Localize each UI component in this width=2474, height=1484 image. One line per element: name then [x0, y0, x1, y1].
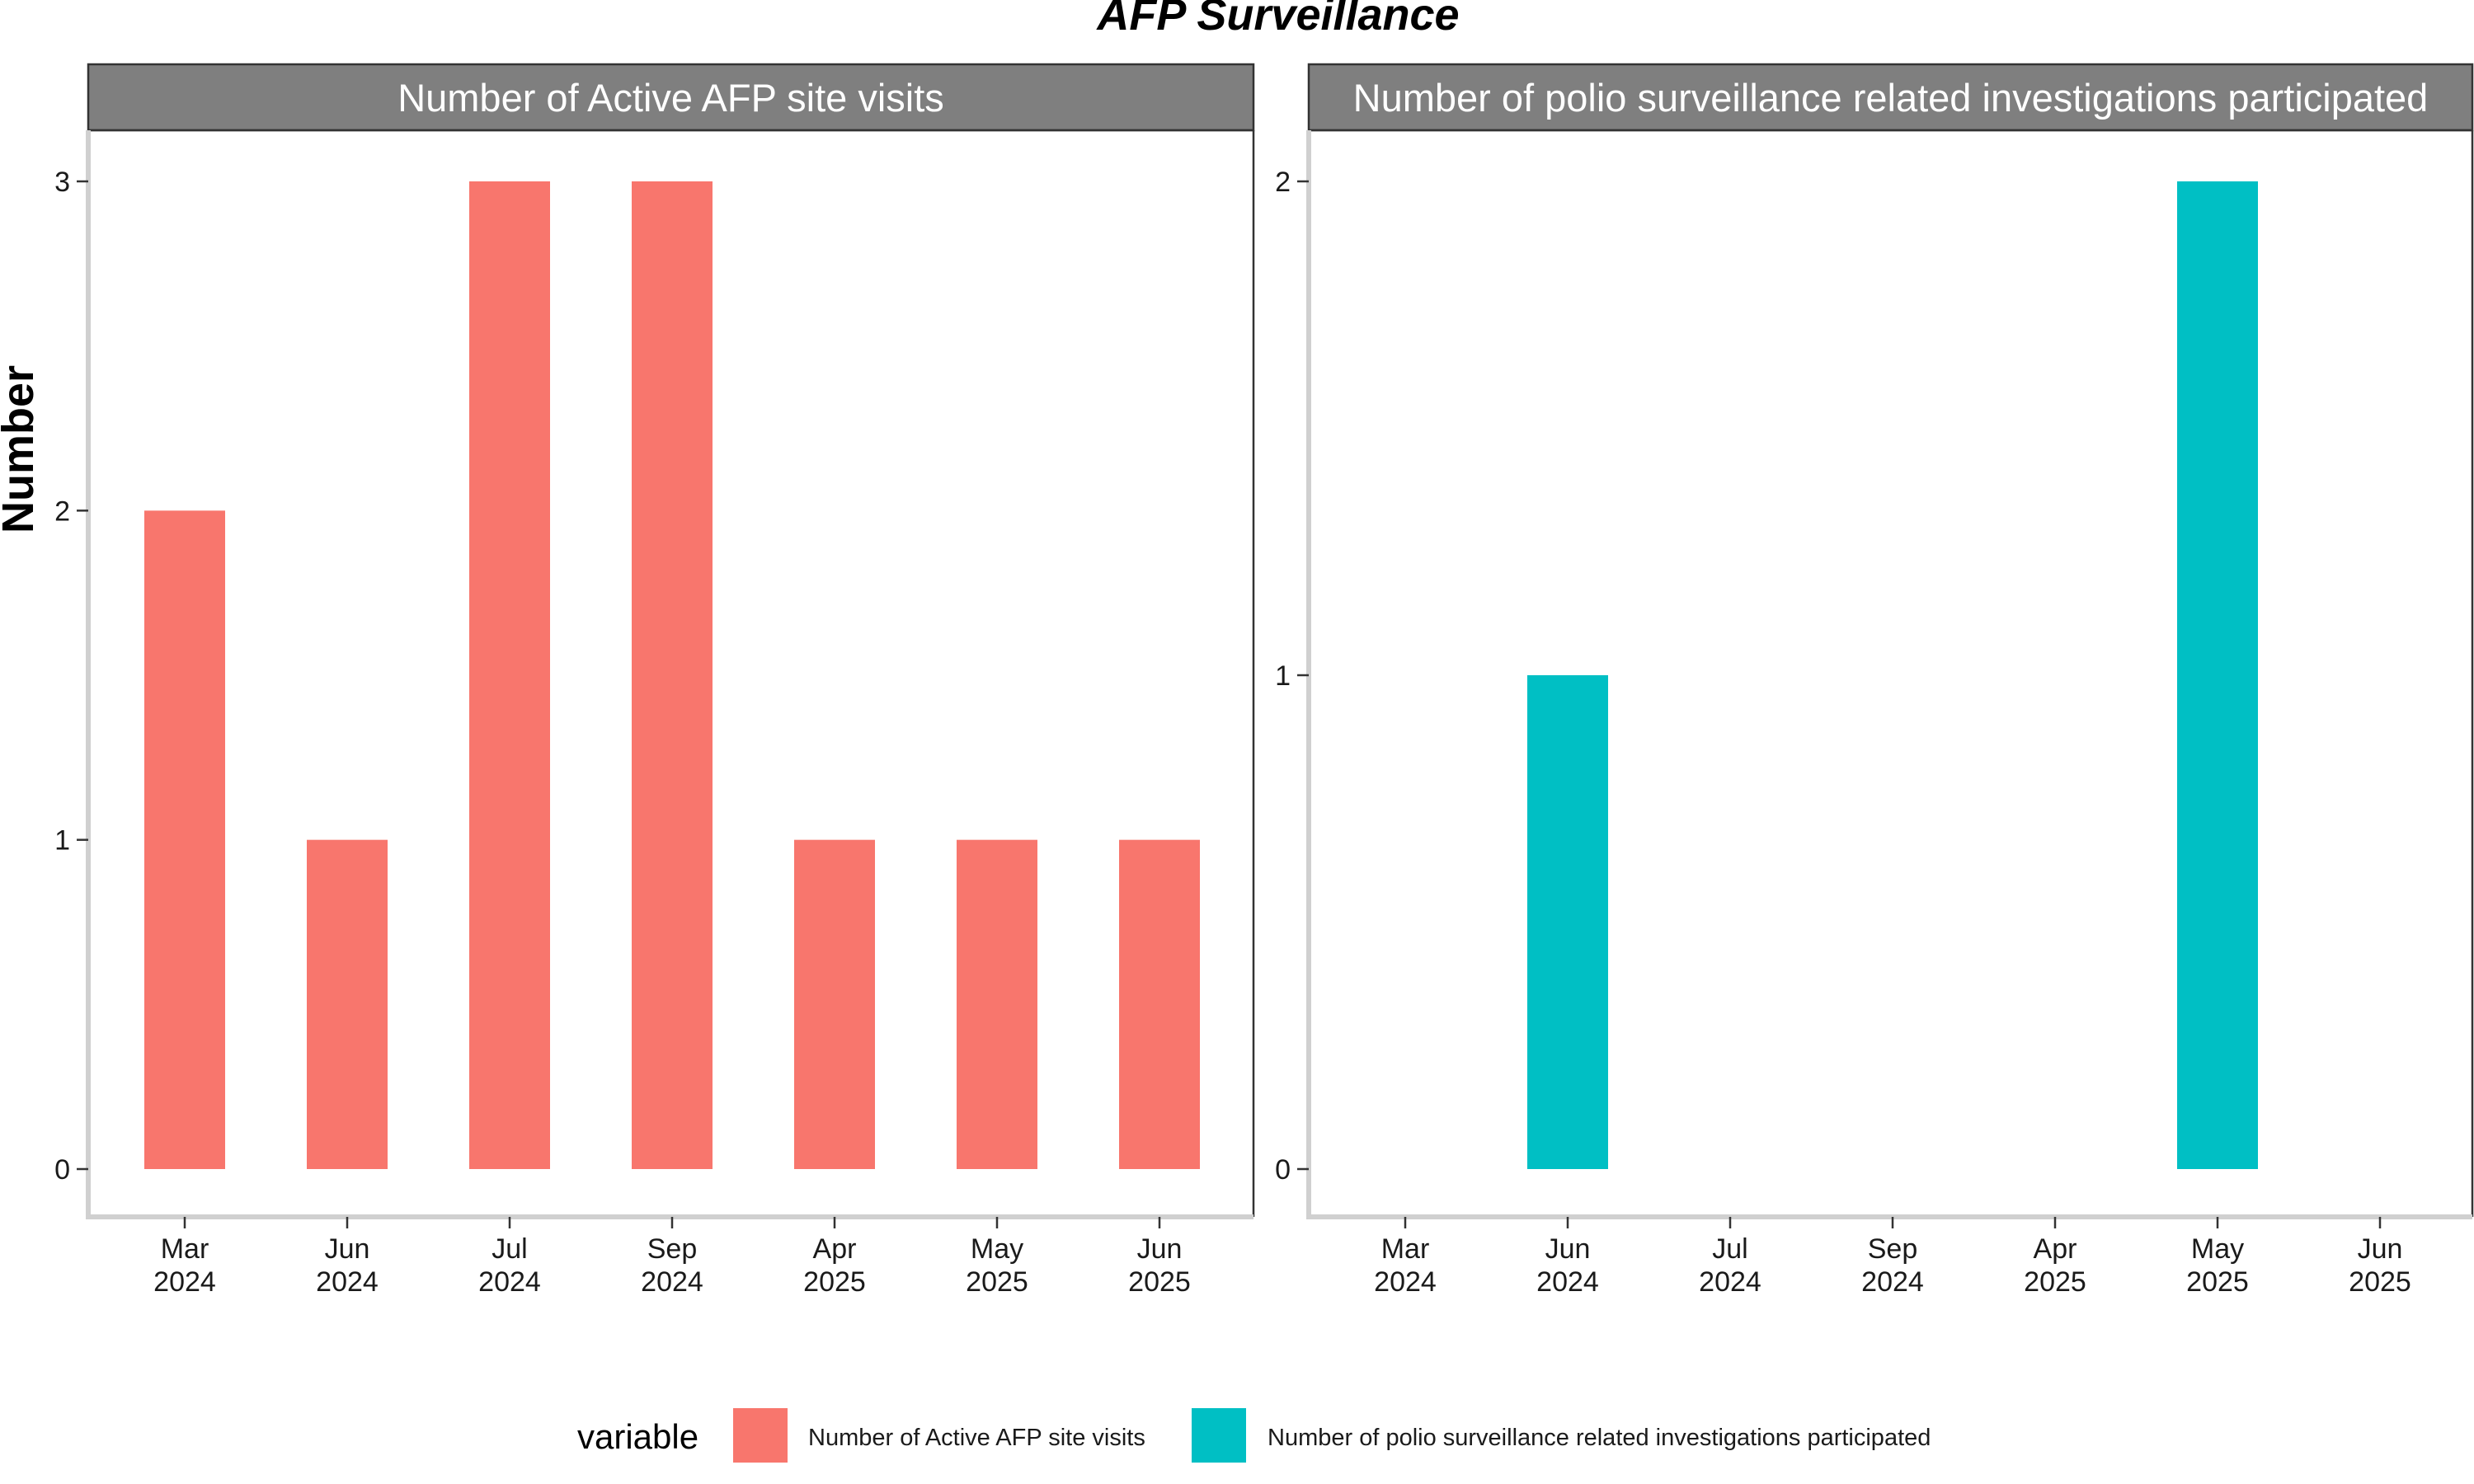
x-tick-label: May 2025: [966, 1233, 1028, 1298]
legend-label: Number of Active AFP site visits: [808, 1425, 1145, 1451]
y-tick-label: 0: [54, 1154, 70, 1186]
x-tick-label: Jul 2024: [1699, 1233, 1761, 1298]
bar: [794, 839, 875, 1169]
legend-title: variable: [577, 1417, 698, 1456]
y-tick-label: 2: [54, 495, 70, 527]
x-tick-label: Mar 2024: [1374, 1233, 1437, 1298]
legend: variable Number of Active AFP site visits…: [577, 1408, 1931, 1463]
legend-key: [733, 1408, 788, 1463]
bar: [469, 181, 550, 1169]
legend-item-1: Number of Active AFP site visits: [733, 1408, 1145, 1463]
facet-strip: [87, 63, 1255, 132]
facet-panels: Number of Active AFP site visits 0 1 2 3 Mar 2…: [54, 63, 2474, 1298]
y-tick-label: 3: [54, 167, 70, 198]
legend-key: [1192, 1408, 1246, 1463]
bar: [2177, 181, 2258, 1169]
y-tick-label: 1: [1275, 660, 1291, 692]
x-tick-label: Jun 2025: [2349, 1233, 2411, 1298]
y-tick-label: 2: [1275, 167, 1291, 198]
x-tick-label: Mar 2024: [153, 1233, 216, 1298]
x-tick-label: May 2025: [2186, 1233, 2249, 1298]
legend-item-2: Number of polio surveillance related inv…: [1192, 1408, 1931, 1463]
legend-label: Number of polio surveillance related inv…: [1268, 1425, 1931, 1451]
chart-title: AFP Surveillance: [1095, 0, 1459, 40]
facet-panel-2: Number of polio surveillance related inv…: [1275, 63, 2474, 1298]
x-tick-label: Sep 2024: [1861, 1233, 1924, 1298]
x-tick-label: Jun 2024: [316, 1233, 379, 1298]
y-tick-label: 1: [54, 825, 70, 857]
bar: [957, 839, 1037, 1169]
x-tick-label: Apr 2025: [2024, 1233, 2086, 1298]
x-tick-label: Jun 2025: [1128, 1233, 1191, 1298]
facet-strip-label: Number of Active AFP site visits: [397, 76, 944, 120]
bar: [1119, 839, 1200, 1169]
bar: [632, 181, 713, 1169]
y-axis-title: Number: [0, 365, 43, 533]
x-tick-label: Jul 2024: [478, 1233, 541, 1298]
bar: [1527, 675, 1608, 1169]
x-tick-label: Jun 2024: [1536, 1233, 1599, 1298]
bar: [307, 839, 388, 1169]
bar: [144, 510, 225, 1169]
facet-strip: [1307, 63, 2474, 132]
facet-strip-label: Number of polio surveillance related inv…: [1353, 76, 2429, 120]
x-tick-label: Apr 2025: [803, 1233, 866, 1298]
y-tick-label: 0: [1275, 1154, 1291, 1186]
x-tick-label: Sep 2024: [641, 1233, 703, 1298]
facet-panel-1: Number of Active AFP site visits 0 1 2 3 Mar 2…: [54, 63, 1255, 1298]
